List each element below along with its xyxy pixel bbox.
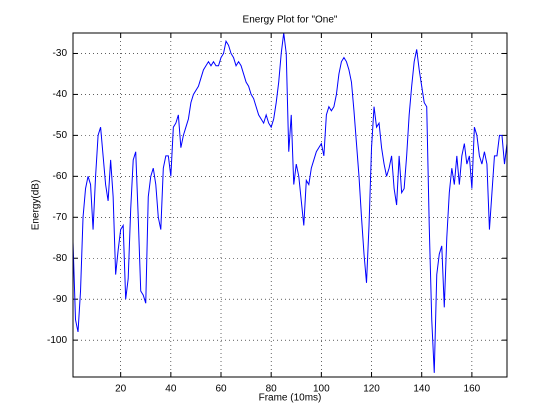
y-tick-label: -100 (47, 335, 67, 346)
y-tick-label: -50 (53, 130, 68, 141)
x-tick-label: 20 (115, 384, 127, 395)
x-tick-label: 40 (165, 384, 177, 395)
y-tick-label: -80 (53, 253, 68, 264)
y-tick-label: -90 (53, 294, 68, 305)
x-tick-label: 100 (313, 384, 330, 395)
x-tick-label: 160 (464, 384, 481, 395)
plot-area (73, 33, 507, 377)
y-axis-label: Energy(dB) (31, 180, 42, 231)
y-tick-label: -40 (53, 89, 68, 100)
plot-frame (72, 32, 508, 378)
x-tick-label: 120 (363, 384, 380, 395)
y-tick-label: -70 (53, 212, 68, 223)
data-line (73, 33, 507, 373)
y-tick-label: -60 (53, 171, 68, 182)
x-tick-label: 60 (215, 384, 227, 395)
chart-title: Energy Plot for "One" (243, 15, 338, 26)
x-tick-label: 80 (266, 384, 278, 395)
x-axis-label: Frame (10ms) (259, 393, 322, 404)
x-tick-label: 140 (413, 384, 430, 395)
y-tick-label: -30 (53, 48, 68, 59)
